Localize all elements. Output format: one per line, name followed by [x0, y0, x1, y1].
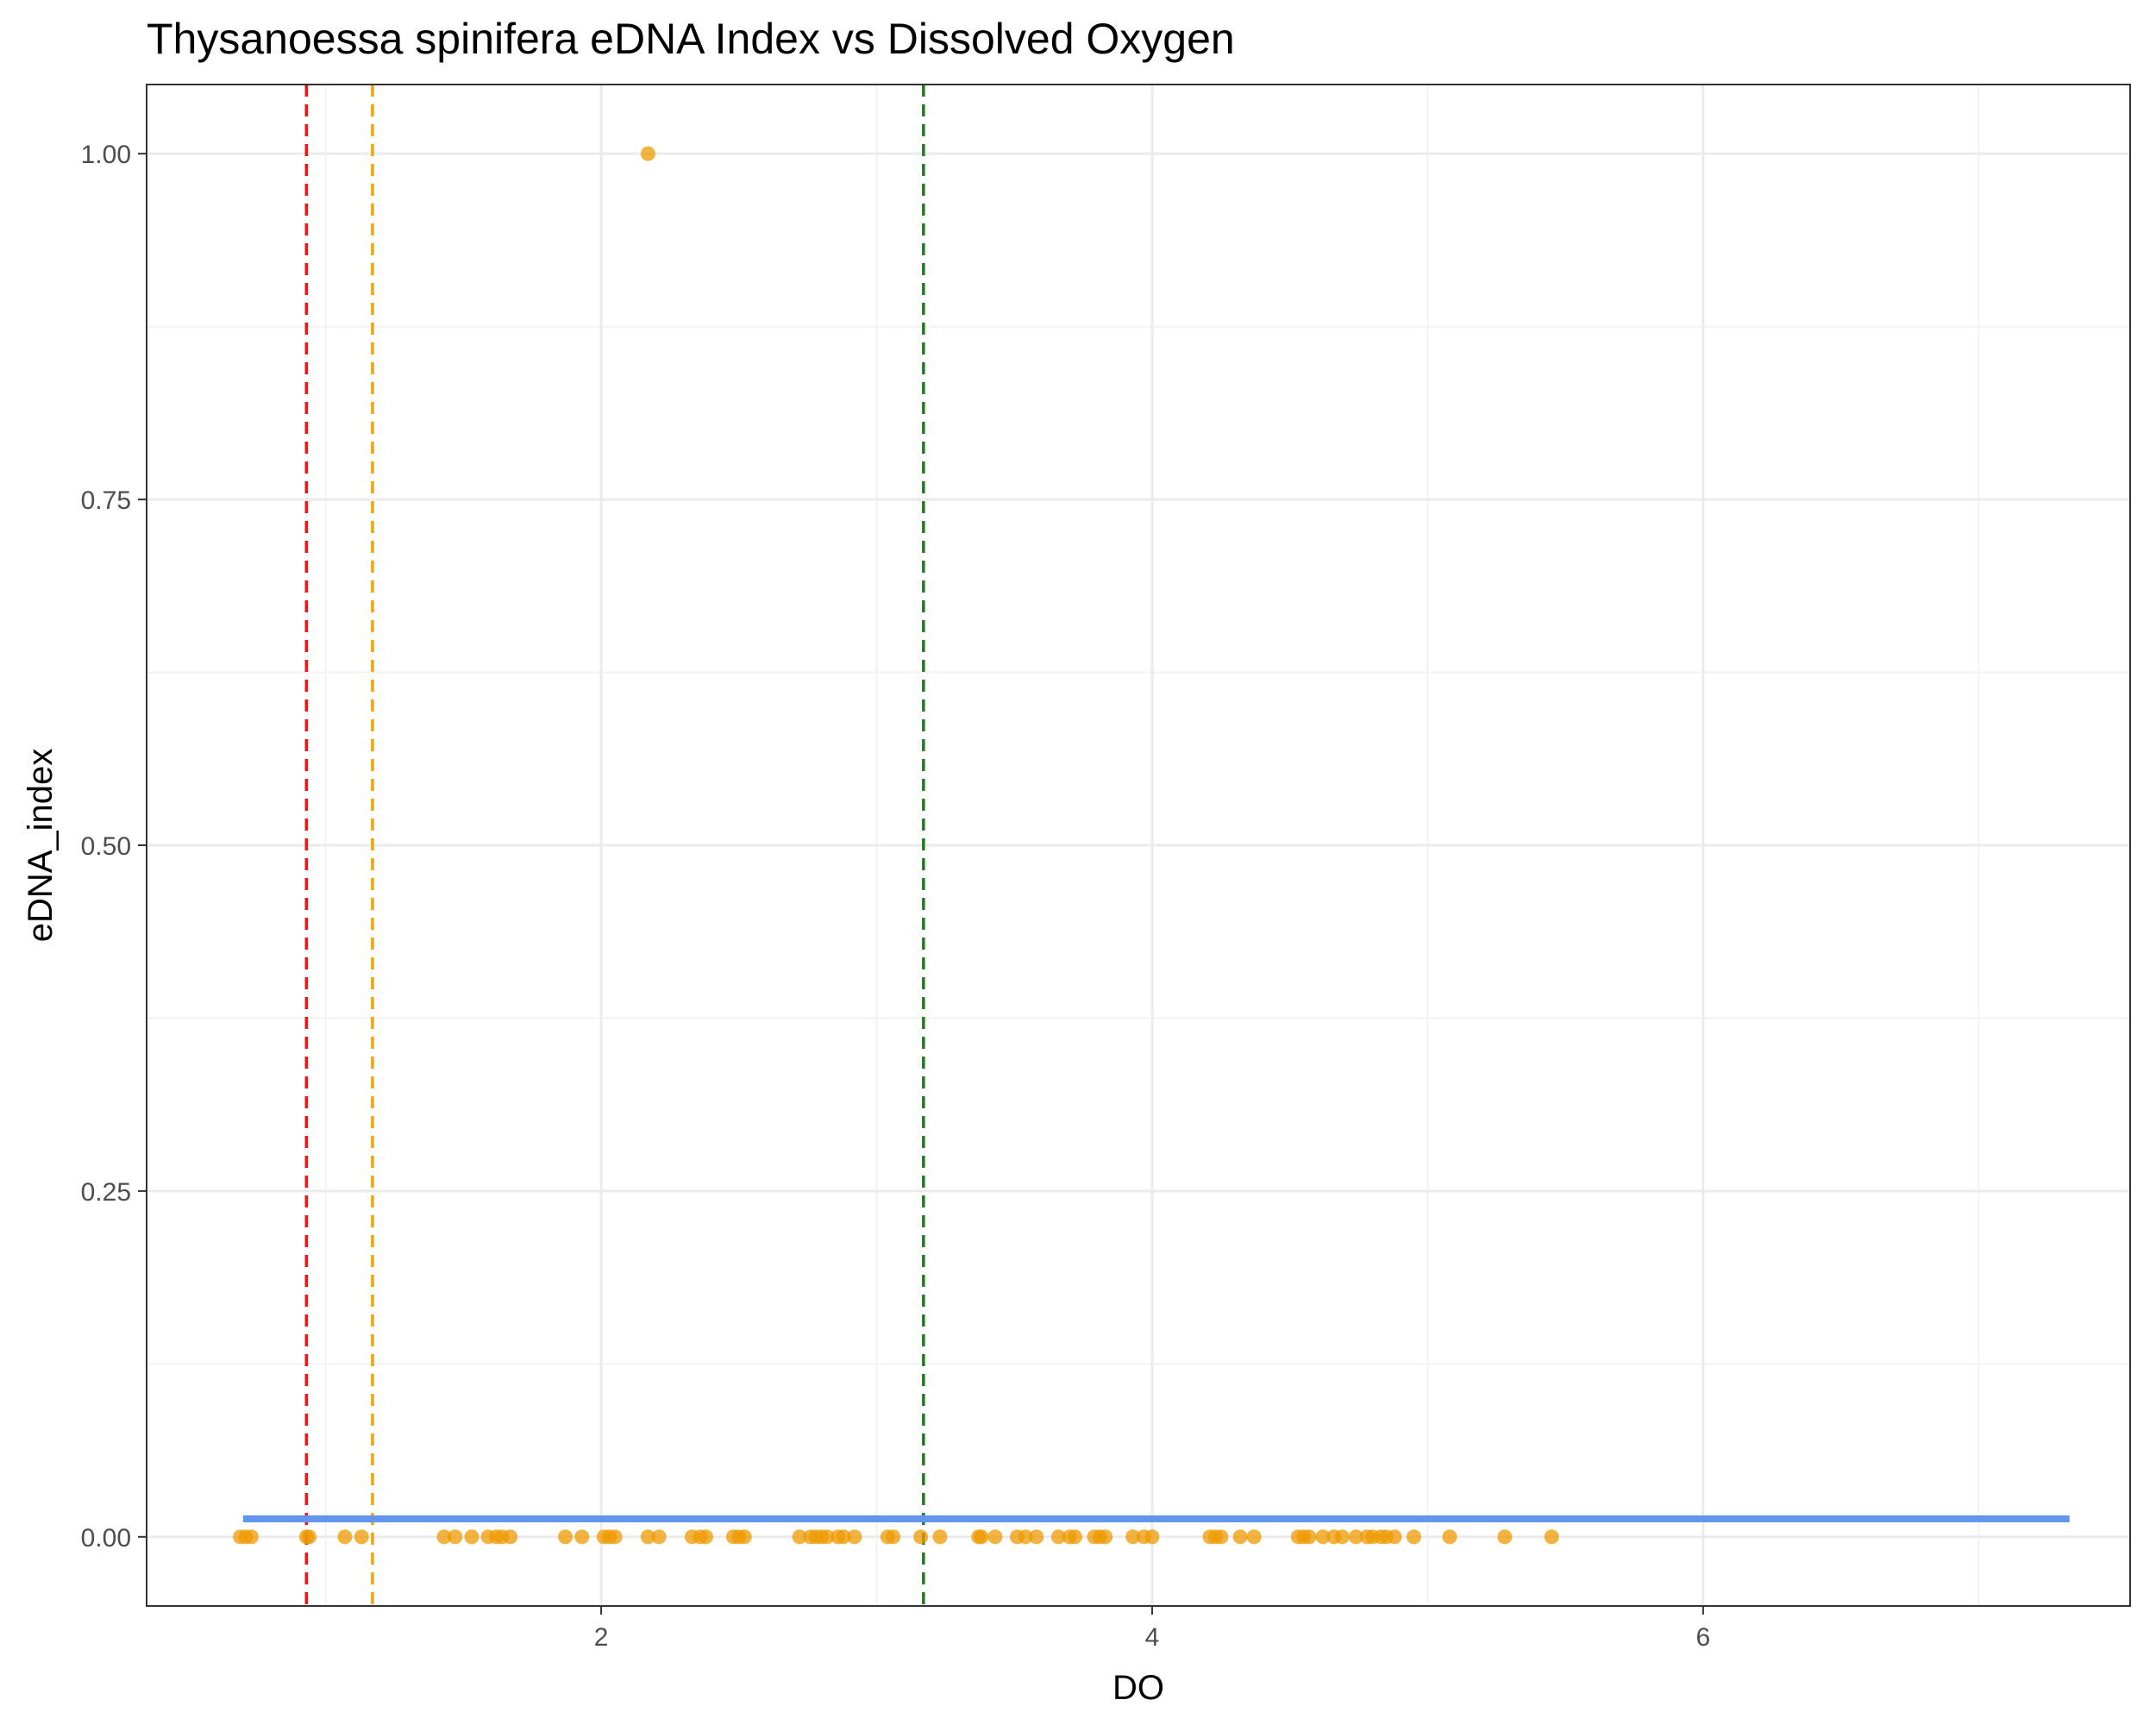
- data-point: [1497, 1529, 1513, 1545]
- data-point: [464, 1529, 479, 1545]
- x-axis: 2 4 6: [594, 1606, 1710, 1652]
- data-point: [1144, 1529, 1160, 1545]
- y-tick-label: 0.25: [81, 1178, 131, 1207]
- data-point: [558, 1529, 573, 1545]
- data-point: [1348, 1529, 1363, 1545]
- data-point: [1544, 1529, 1559, 1545]
- x-tick-label: 2: [594, 1623, 609, 1652]
- data-point: [301, 1529, 317, 1545]
- x-tick-label: 6: [1696, 1623, 1711, 1652]
- data-point: [1018, 1529, 1033, 1545]
- y-tick-label: 0.75: [81, 486, 131, 515]
- data-point: [1029, 1529, 1044, 1545]
- threshold-lines: [304, 85, 925, 1606]
- data-point: [1301, 1529, 1317, 1545]
- data-point: [1315, 1529, 1331, 1545]
- data-point: [243, 1529, 259, 1545]
- data-point: [1334, 1529, 1350, 1545]
- y-tick-label: 0.50: [81, 832, 131, 861]
- data-point: [819, 1529, 835, 1545]
- data-point: [503, 1529, 518, 1545]
- data-point: [436, 1529, 452, 1545]
- data-point: [354, 1529, 369, 1545]
- data-point: [1125, 1529, 1141, 1545]
- data-point: [1406, 1529, 1421, 1545]
- data-point: [1098, 1529, 1113, 1545]
- y-tick-label: 0.00: [81, 1524, 131, 1552]
- data-point: [736, 1529, 752, 1545]
- data-point: [1246, 1529, 1262, 1545]
- data-point: [836, 1529, 851, 1545]
- data-point: [651, 1529, 667, 1545]
- data-point: [847, 1529, 862, 1545]
- data-points: [233, 146, 1559, 1545]
- data-point: [1232, 1529, 1248, 1545]
- data-point: [640, 1529, 655, 1545]
- plot-panel: [146, 84, 2131, 1607]
- data-point: [913, 1529, 929, 1545]
- chart-title: Thysanoessa spinifera eDNA Index vs Diss…: [147, 15, 1235, 63]
- data-point: [337, 1529, 353, 1545]
- data-point: [792, 1529, 807, 1545]
- data-point: [1068, 1529, 1083, 1545]
- data-point: [1387, 1529, 1402, 1545]
- x-axis-title: DO: [1112, 1669, 1164, 1707]
- data-point: [1213, 1529, 1229, 1545]
- data-point: [1442, 1529, 1457, 1545]
- y-axis: 0.00 0.25 0.50 0.75 1.00: [81, 141, 147, 1552]
- data-point: [886, 1529, 901, 1545]
- data-point: [987, 1529, 1003, 1545]
- x-tick-label: 4: [1145, 1623, 1160, 1652]
- y-axis-title: eDNA_index: [22, 749, 60, 943]
- data-point: [574, 1529, 590, 1545]
- data-point: [448, 1529, 463, 1545]
- data-point: [1050, 1529, 1066, 1545]
- y-tick-label: 1.00: [81, 141, 131, 169]
- data-point: [607, 1529, 623, 1545]
- data-point: [974, 1529, 989, 1545]
- data-point: [698, 1529, 713, 1545]
- data-point: [932, 1529, 948, 1545]
- data-point: [640, 146, 655, 161]
